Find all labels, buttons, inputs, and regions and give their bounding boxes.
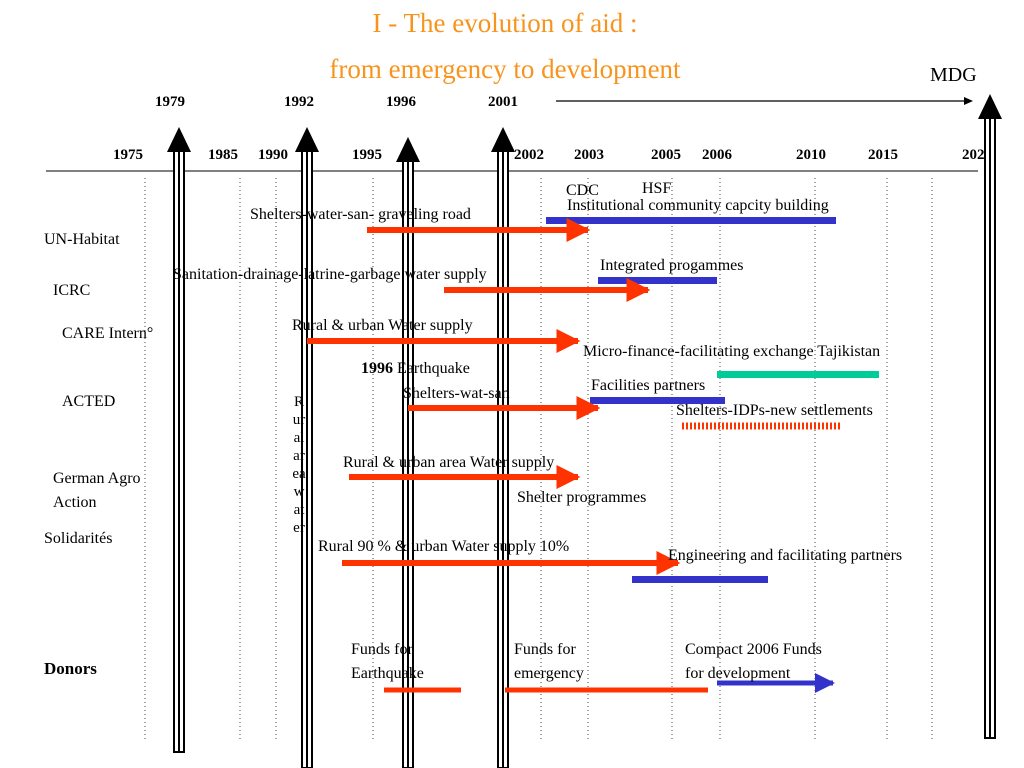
label-funds-emergency-2: emergency [514, 665, 584, 682]
top-year-2001: 2001 [488, 94, 518, 110]
org-solidarites: Solidarités [44, 530, 113, 547]
label-hsf: HSF [642, 180, 672, 197]
org-acted: ACTED [62, 393, 116, 410]
label-earthquake-text: Earthquake [393, 360, 470, 377]
axis-year-1975: 1975 [113, 147, 143, 163]
top-year-1996: 1996 [386, 94, 416, 110]
label-compact-1: Compact 2006 Funds [685, 641, 822, 658]
label-funds-emergency-1: Funds for [514, 641, 576, 658]
mdg-timeline-arrowhead [964, 97, 973, 105]
axis-year-2006: 2006 [702, 147, 732, 163]
axis-year-1990: 1990 [258, 147, 288, 163]
label-funds-earthquake-2: Earthquake [351, 665, 424, 682]
axis-year-1995: 1995 [352, 147, 382, 163]
label-integrated: Integrated progammes [600, 257, 744, 274]
solidarites-development-bar [632, 576, 768, 583]
label-gaa-water: Rural & urban area Water supply [343, 454, 555, 471]
axis-year-2010: 2010 [796, 147, 826, 163]
mdg-label: MDG [930, 64, 977, 86]
milestone-pillar-1996 [396, 137, 420, 768]
milestone-pillar-2001 [491, 127, 515, 768]
org-gaa-line-1: German Agro [53, 470, 141, 487]
label-microfinance: Micro-finance-facilitating exchange Taji… [583, 343, 881, 360]
label-care-water: Rural & urban Water supply [292, 317, 473, 334]
tajikistan-bar [717, 371, 879, 378]
label-cdc: CDC [566, 182, 599, 199]
axis-year-2015: 2015 [868, 147, 898, 163]
axis-year-2005: 2005 [651, 147, 681, 163]
acted-development-bar [590, 397, 725, 404]
page-title-line-2: from emergency to development [329, 54, 681, 84]
org-donors: Donors [44, 659, 97, 678]
icrc-development-bar [598, 277, 717, 284]
label-acted-shelters: Shelters-wat-san [403, 385, 510, 402]
label-solidarites-water: Rural 90 % & urban Water supply 10% [318, 538, 570, 555]
label-sanitation: Sanitation-drainage-latrine-garbage wate… [173, 266, 487, 283]
label-earthquake-year: 1996 [361, 360, 393, 377]
label-institutional: Institutional community capcity building [567, 197, 829, 214]
axis-year-2003: 2003 [574, 147, 604, 163]
axis-year-1985: 1985 [208, 147, 238, 163]
milestone-pillar-mdg [978, 94, 1002, 739]
label-funds-earthquake-1: Funds for [351, 641, 413, 658]
label-shelters-water: Shelters-water-san- graveling road [250, 206, 471, 223]
label-engineering: Engineering and facilitating partners [668, 547, 903, 564]
org-un-habitat: UN-Habitat [44, 231, 120, 248]
un-habitat-development-bar [546, 217, 836, 224]
org-icrc: ICRC [53, 282, 91, 299]
milestone-pillar-1992 [295, 127, 319, 768]
top-year-1979: 1979 [155, 94, 185, 110]
label-earthquake: 1996 Earthquake [361, 361, 470, 377]
milestone-pillar-1979 [167, 127, 191, 753]
org-gaa-line-2: Action [53, 494, 97, 511]
label-compact-2: for development [685, 665, 791, 682]
label-idps: Shelters-IDPs-new settlements [676, 402, 873, 419]
label-shelter-programmes: Shelter programmes [517, 489, 647, 506]
org-care: CARE Intern° [62, 325, 154, 342]
top-year-1992: 1992 [284, 94, 314, 110]
axis-year-2002: 2002 [514, 147, 544, 163]
label-vertical-rural-area-water: Rural area water [292, 394, 306, 536]
page-title-line-1: I - The evolution of aid : [372, 8, 638, 38]
label-facilities: Facilities partners [591, 377, 706, 394]
